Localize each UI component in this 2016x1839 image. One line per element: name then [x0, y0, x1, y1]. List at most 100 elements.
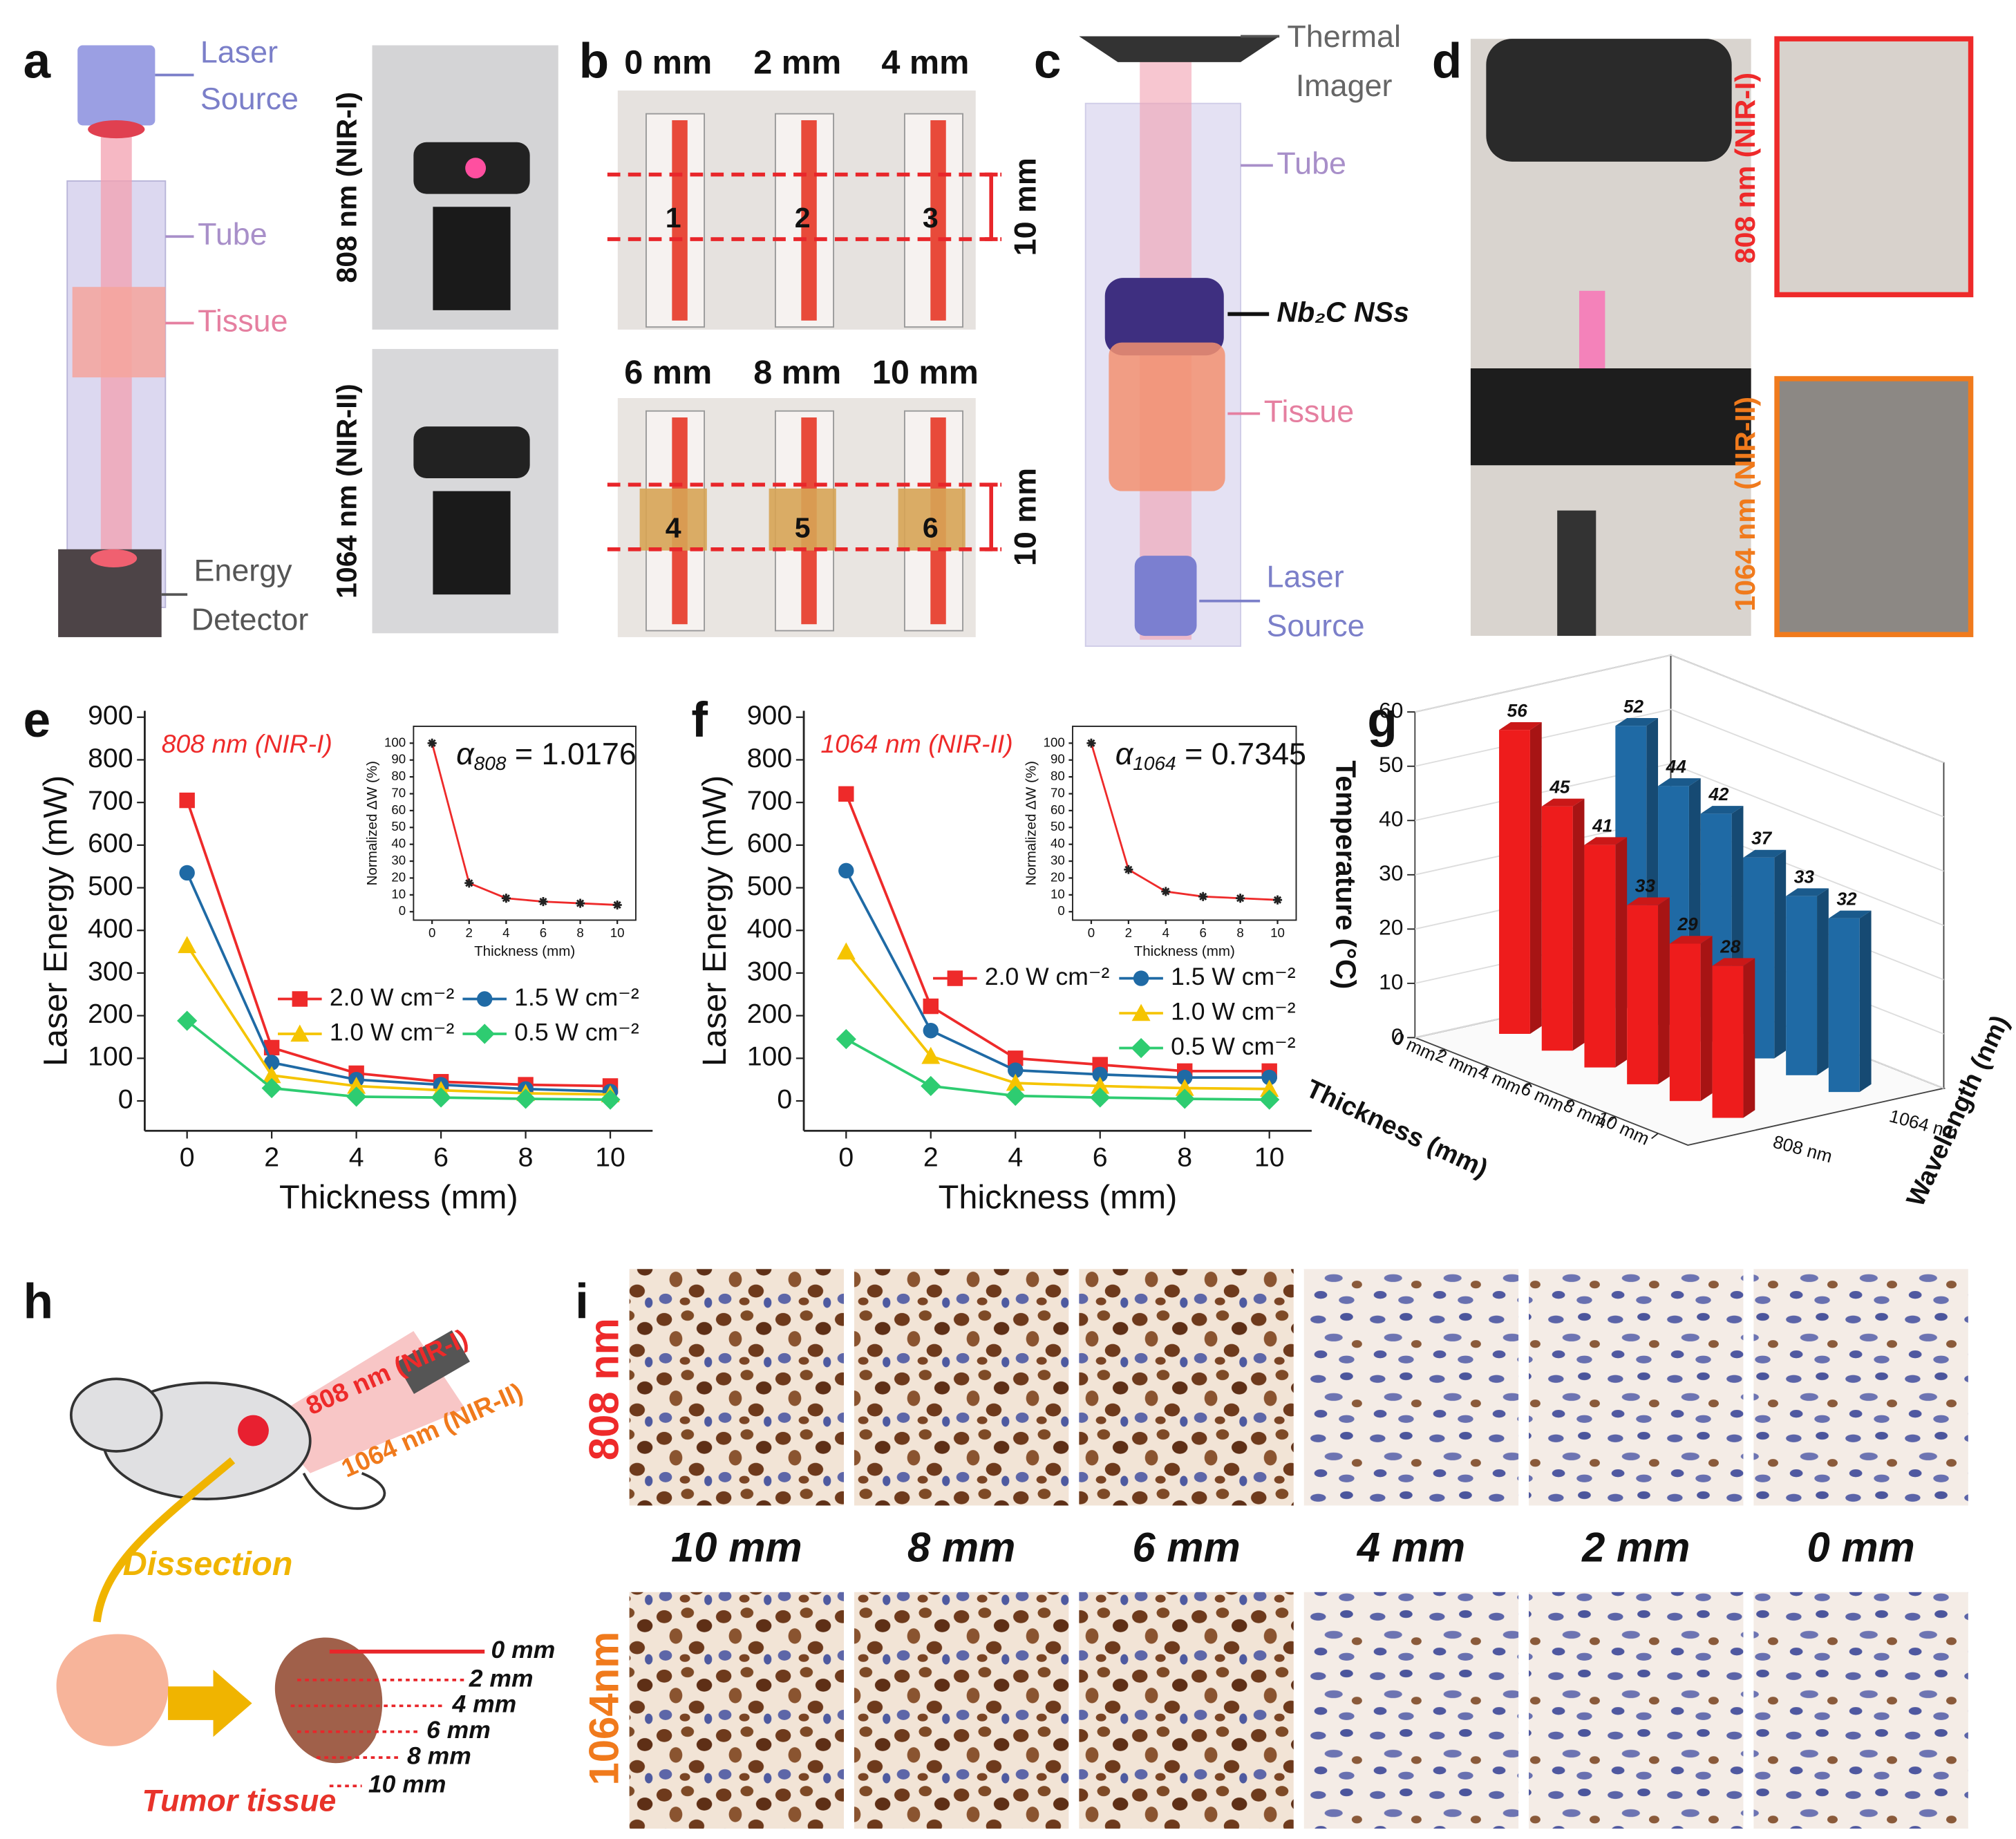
panel-d-photos: [1470, 36, 1974, 637]
y-tick-label: 90: [391, 752, 406, 766]
legend-marker: [1133, 970, 1149, 986]
label: 4 mm: [451, 1690, 516, 1718]
bar-top: [1743, 849, 1787, 858]
bar-top: [1499, 722, 1542, 730]
x-axis-label: Thickness (mm): [1302, 1073, 1493, 1182]
marker: [1091, 1076, 1110, 1094]
tissue-image: [1303, 1269, 1519, 1506]
x-axis-label: Thickness (mm): [939, 1178, 1178, 1216]
marker: [464, 878, 474, 888]
marker: [346, 1086, 367, 1107]
y-axis-label: Normalized ΔW (%): [364, 761, 380, 885]
marker: [1236, 894, 1245, 903]
label: 10 mm: [671, 1525, 802, 1571]
tissue-image: [1303, 1592, 1519, 1829]
y-tick-label: 60: [391, 802, 406, 817]
value-label: 32: [1836, 889, 1857, 909]
legend-marker: [292, 991, 308, 1007]
label: 0 mm: [491, 1636, 556, 1663]
marker: [1006, 1073, 1025, 1091]
bar-side: [1859, 910, 1872, 1093]
y-tick-label: 900: [747, 700, 793, 730]
y-tick-label: 300: [88, 956, 133, 986]
y-tick-label: 0: [1057, 903, 1064, 918]
y-tick-label: 900: [88, 700, 133, 730]
bar-top: [1700, 806, 1744, 814]
marker: [178, 936, 197, 954]
y-tick-label: 70: [391, 785, 406, 800]
marker: [923, 998, 939, 1015]
z-tick-label: 30: [1379, 860, 1403, 885]
bar-top: [1786, 888, 1829, 896]
y-tick-label: 20: [1051, 869, 1065, 884]
label: Detector: [191, 601, 309, 636]
label: 3: [923, 202, 939, 234]
panel-letter: d: [1432, 34, 1462, 88]
y-tick-label: 500: [88, 871, 133, 901]
y-tick-label: 50: [391, 819, 406, 833]
value-label: 56: [1507, 700, 1528, 721]
label: 0 mm: [624, 44, 712, 81]
y-tick-label: 70: [1051, 785, 1065, 800]
marker: [576, 898, 585, 908]
bar-top: [1712, 958, 1755, 966]
panel-c-drawing: [1079, 35, 1280, 647]
legend-label: 0.5 W cm⁻²: [514, 1018, 639, 1046]
label: Thermal: [1287, 19, 1401, 54]
series-line: [845, 870, 1270, 1079]
x-tick-label: 0: [180, 1142, 195, 1172]
marker: [838, 786, 854, 802]
x-tick-label: 4: [1008, 1142, 1023, 1172]
value-label: 33: [1635, 875, 1656, 896]
legend-marker: [474, 1024, 495, 1044]
y-tick-label: 0: [399, 903, 406, 918]
y-tick-label: 90: [1051, 752, 1065, 766]
legend-marker: [476, 991, 493, 1007]
y-tick-label: 40: [1051, 836, 1065, 851]
marker: [1176, 1069, 1193, 1086]
annotation: α1064 = 0.7345: [1115, 736, 1306, 775]
x-tick-label: 2: [923, 1142, 939, 1172]
label: 2: [795, 202, 811, 234]
legend-label: 0.5 W cm⁻²: [1171, 1032, 1296, 1060]
bar: [1712, 965, 1744, 1118]
marker: [1090, 1087, 1111, 1108]
y-tick-label: 100: [88, 1041, 133, 1072]
x-tick-label: 6: [540, 925, 547, 940]
marker: [1086, 738, 1096, 748]
value-label: 44: [1666, 756, 1687, 777]
series-line: [845, 793, 1270, 1073]
series-line: [186, 944, 611, 1096]
marker: [1260, 1079, 1279, 1097]
label: Tube: [1277, 145, 1346, 180]
y-tick-label: 700: [88, 786, 133, 816]
label: 808 nm (NIR-I): [331, 92, 363, 283]
marker: [1198, 892, 1208, 901]
x-tick: [1565, 1099, 1574, 1106]
x-tick-label: 8: [1177, 1142, 1192, 1172]
label: 4 mm: [881, 44, 969, 81]
marker: [1124, 865, 1133, 874]
label: 6 mm: [1132, 1525, 1240, 1571]
marker: [179, 865, 195, 881]
tissue-image: [1529, 1592, 1744, 1829]
label: Tumor tissue: [142, 1782, 336, 1818]
label: 2 mm: [753, 44, 841, 81]
legend-label: 1.0 W cm⁻²: [330, 1018, 455, 1046]
x-tick-label: 8: [518, 1142, 534, 1172]
value-label: 37: [1751, 828, 1773, 849]
marker: [1005, 1086, 1026, 1106]
marker: [921, 1046, 941, 1064]
x-tick-label: 10: [595, 1142, 625, 1172]
label: 1064 nm (NIR-II): [1729, 397, 1761, 612]
grid-line: [1415, 654, 1944, 764]
bar-side: [1572, 798, 1585, 1051]
annotation-text: = 0.7345: [1176, 736, 1306, 771]
label: 10 mm: [872, 354, 979, 391]
x-tick-label: 2: [264, 1142, 279, 1172]
marker: [1261, 1069, 1277, 1086]
annotation-symbol: α: [1115, 736, 1134, 771]
label: 8 mm: [753, 354, 841, 391]
bar-side: [1743, 958, 1755, 1118]
